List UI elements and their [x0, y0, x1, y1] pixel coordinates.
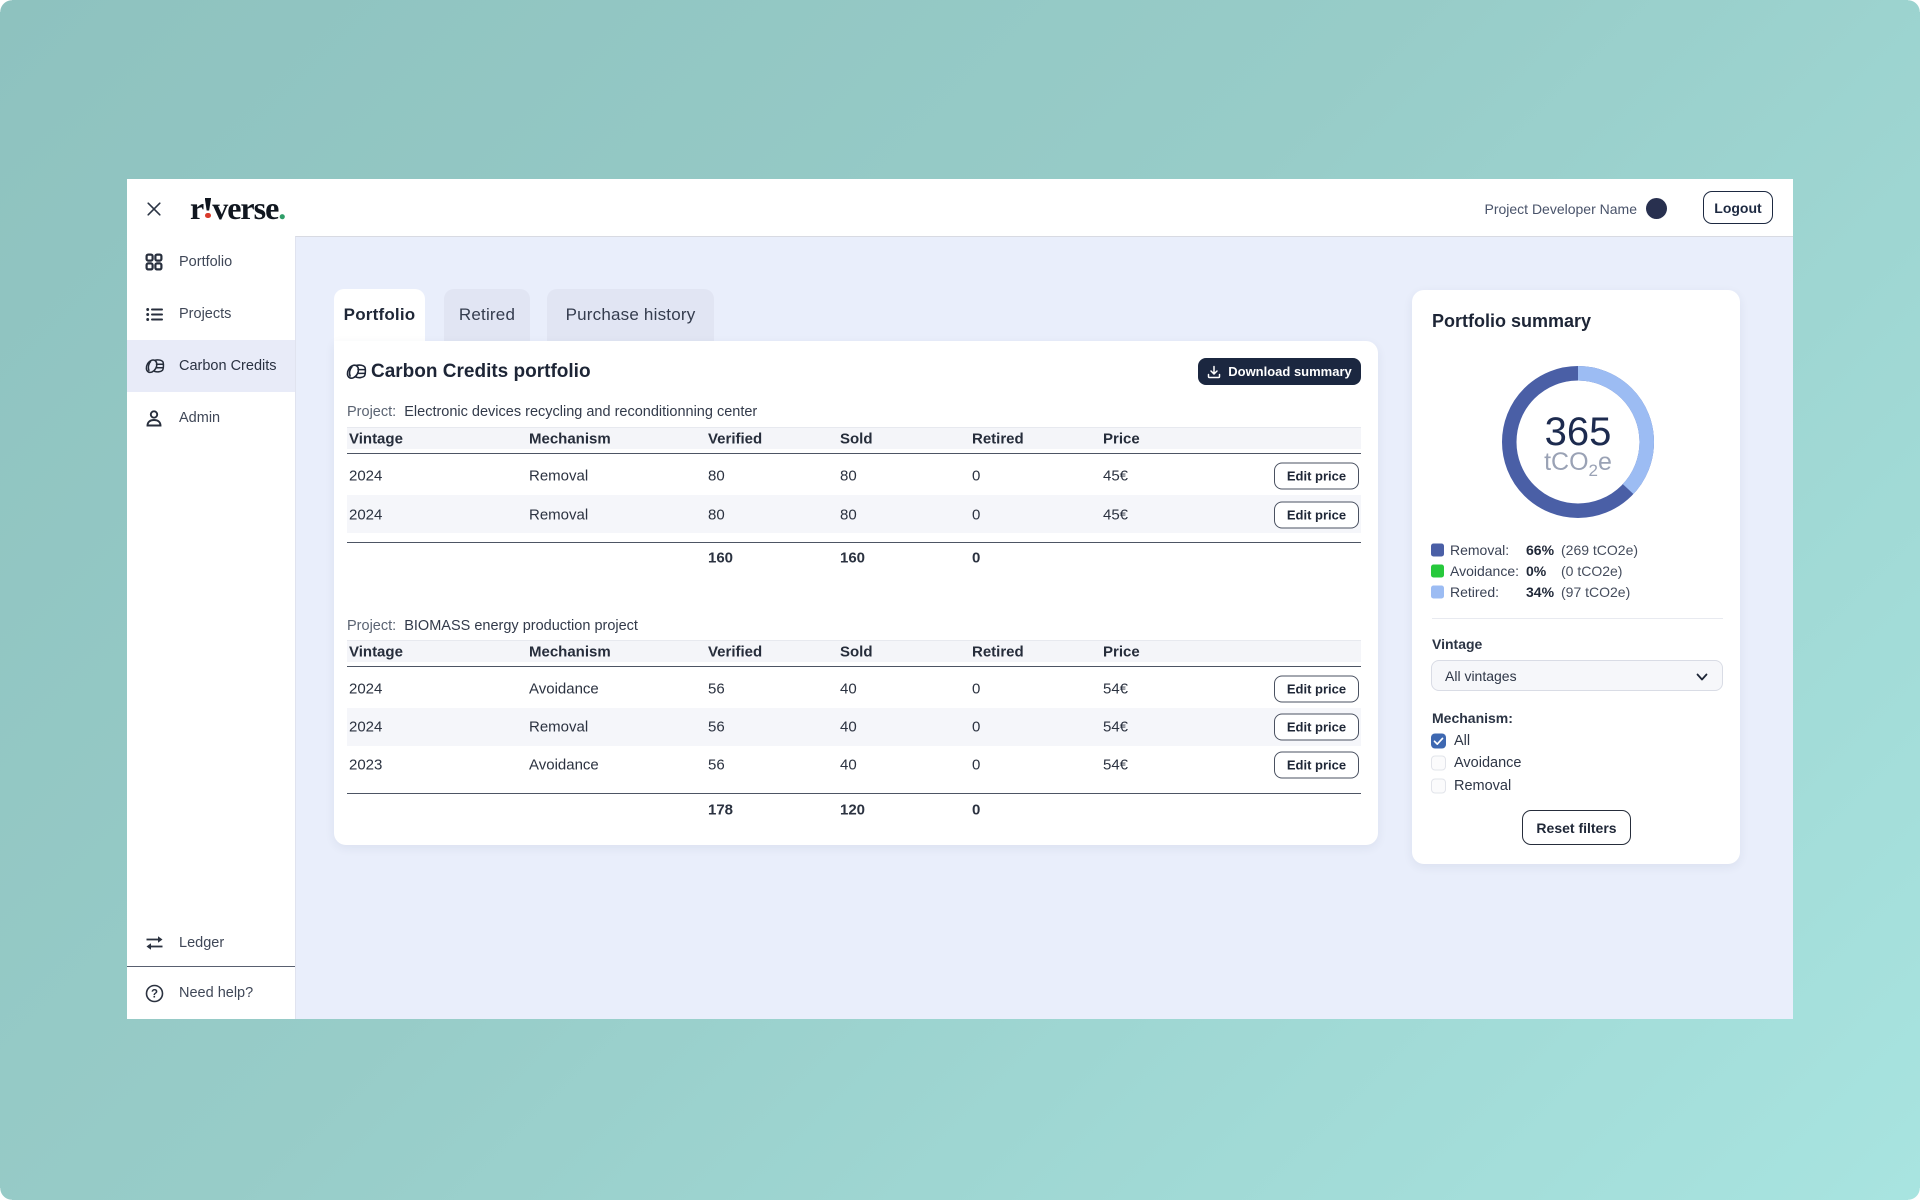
svg-text:?: ? — [151, 988, 158, 1000]
